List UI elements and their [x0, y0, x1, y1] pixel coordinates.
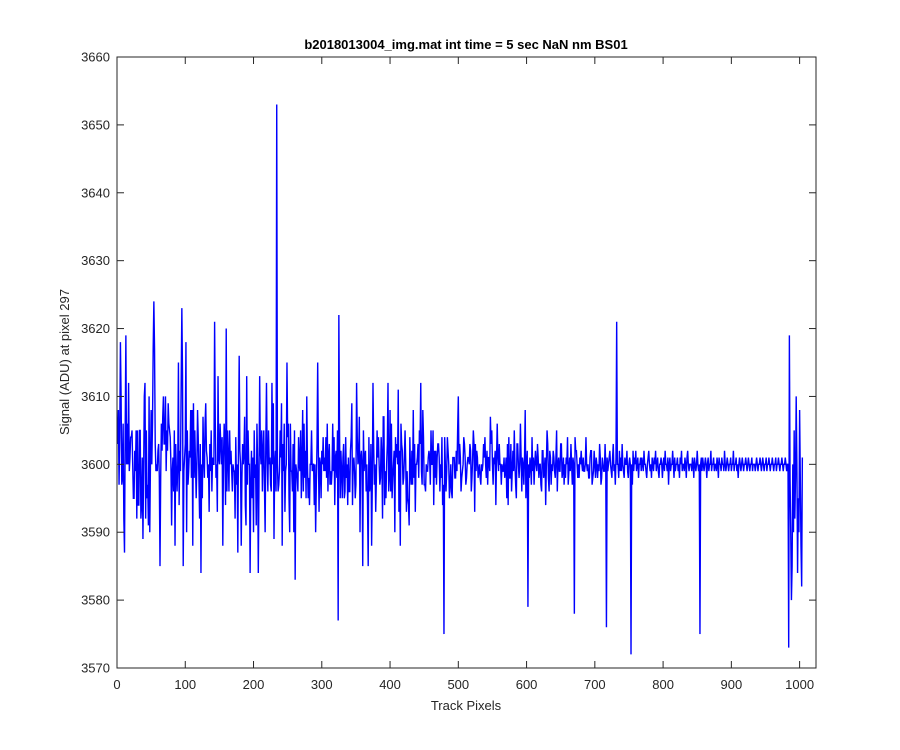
x-tick-label: 1000 [785, 677, 814, 692]
x-tick-label: 300 [311, 677, 333, 692]
y-tick-label: 3600 [81, 457, 110, 472]
y-tick-label: 3650 [81, 117, 110, 132]
series-line [116, 104, 804, 655]
chart-title: b2018013004_img.mat int time = 5 sec NaN… [304, 37, 627, 52]
y-tick-label: 3590 [81, 525, 110, 540]
y-tick-label: 3630 [81, 253, 110, 268]
axes-box [116, 56, 817, 669]
x-tick-label: 400 [379, 677, 401, 692]
x-tick-label: 600 [516, 677, 538, 692]
x-tick-label: 200 [243, 677, 265, 692]
x-tick-label: 900 [721, 677, 743, 692]
x-axis: 0 100 200 300 400 500 600 700 800 900 1000 [113, 57, 814, 692]
x-tick-label: 0 [113, 677, 120, 692]
plot-area [117, 57, 816, 668]
y-axis-title: Signal (ADU) at pixel 297 [57, 289, 72, 435]
y-axis: 3570 3580 3590 3600 3610 3620 3630 3640 3650 3660 [81, 50, 816, 676]
y-tick-label: 3660 [81, 50, 110, 65]
y-tick-label: 3640 [81, 185, 110, 200]
x-tick-label: 500 [447, 677, 469, 692]
y-tick-label: 3570 [81, 661, 110, 676]
data-layer [116, 104, 804, 655]
x-tick-label: 100 [174, 677, 196, 692]
x-axis-title: Track Pixels [431, 698, 502, 713]
y-tick-label: 3580 [81, 593, 110, 608]
y-tick-label: 3610 [81, 389, 110, 404]
x-tick-label: 700 [584, 677, 606, 692]
x-tick-label: 800 [652, 677, 674, 692]
y-tick-label: 3620 [81, 321, 110, 336]
